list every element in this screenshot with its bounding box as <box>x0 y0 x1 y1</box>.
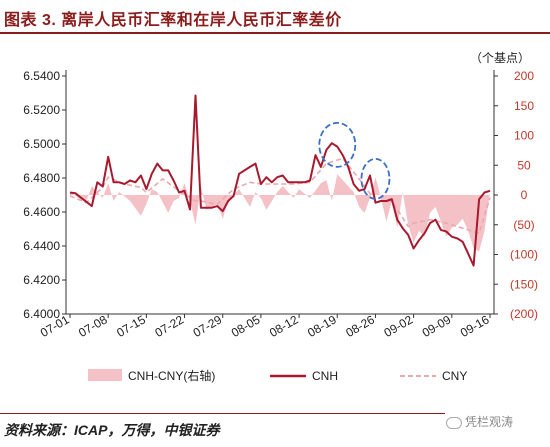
spread-area <box>70 174 490 252</box>
lines-layer <box>69 94 491 267</box>
legend: CNH-CNY(右轴) CNH CNY <box>88 368 467 383</box>
right-axis-unit: （个基点） <box>470 51 530 65</box>
annotation-layer <box>318 121 391 200</box>
x-tick-label: 07-29 <box>191 312 225 340</box>
chart: 6.5400 6.5200 6.5000 6.4800 6.4600 6.4400 6.42… <box>23 51 538 383</box>
cnh-line <box>69 94 491 267</box>
left-tick-label: 6.5200 <box>23 103 60 117</box>
right-tick-label: (100) <box>510 248 538 262</box>
left-tick-label: 6.4400 <box>23 239 60 253</box>
x-tick-label: 09-16 <box>458 312 492 340</box>
left-tick-label: 6.5000 <box>23 137 60 151</box>
right-tick-label: 150 <box>514 99 534 113</box>
spread-area-layer <box>70 174 490 252</box>
title-rule <box>0 32 550 34</box>
watermark-text: 凭栏观涛 <box>465 415 514 429</box>
x-tick-label: 08-26 <box>343 312 377 340</box>
x-tick-label: 08-12 <box>267 312 301 340</box>
right-tick-label: (200) <box>510 307 538 321</box>
right-tick-label: 50 <box>517 158 531 172</box>
wechat-icon <box>446 416 462 429</box>
left-tick-label: 6.4000 <box>23 307 60 321</box>
legend-label-cny: CNY <box>442 369 467 383</box>
right-tick-label: 0 <box>521 188 528 202</box>
x-tick-label: 08-19 <box>305 312 339 340</box>
legend-label-spread: CNH-CNY(右轴) <box>128 368 215 383</box>
x-tick-label: 07-22 <box>152 312 186 340</box>
highlight-ellipse <box>360 157 391 200</box>
x-tick-label: 09-02 <box>382 312 416 340</box>
footer-rule <box>0 413 445 414</box>
highlight-ellipse <box>318 121 357 168</box>
legend-swatch-spread <box>88 369 122 381</box>
right-tick-label: 200 <box>514 69 534 83</box>
right-tick-label: (150) <box>510 277 538 291</box>
x-tick-label: 07-15 <box>114 312 148 340</box>
legend-label-cnh: CNH <box>312 369 338 383</box>
page-title: 图表 3. 离岸人民币汇率和在岸人民币汇率差价 <box>4 12 342 29</box>
x-tick-label: 08-05 <box>229 312 263 340</box>
left-tick-label: 6.4200 <box>23 273 60 287</box>
right-tick-label: (50) <box>513 218 534 232</box>
right-tick-label: 100 <box>514 129 534 143</box>
left-tick-label: 6.4600 <box>23 205 60 219</box>
left-tick-label: 6.5400 <box>23 69 60 83</box>
x-tick-label: 09-09 <box>420 312 454 340</box>
watermark: 凭栏观涛 <box>446 413 513 430</box>
x-tick-label: 07-08 <box>76 312 110 340</box>
left-tick-label: 6.4800 <box>23 171 60 185</box>
source-note: 资料来源：ICAP，万得，中银证券 <box>4 422 220 438</box>
cny-line <box>69 157 491 235</box>
